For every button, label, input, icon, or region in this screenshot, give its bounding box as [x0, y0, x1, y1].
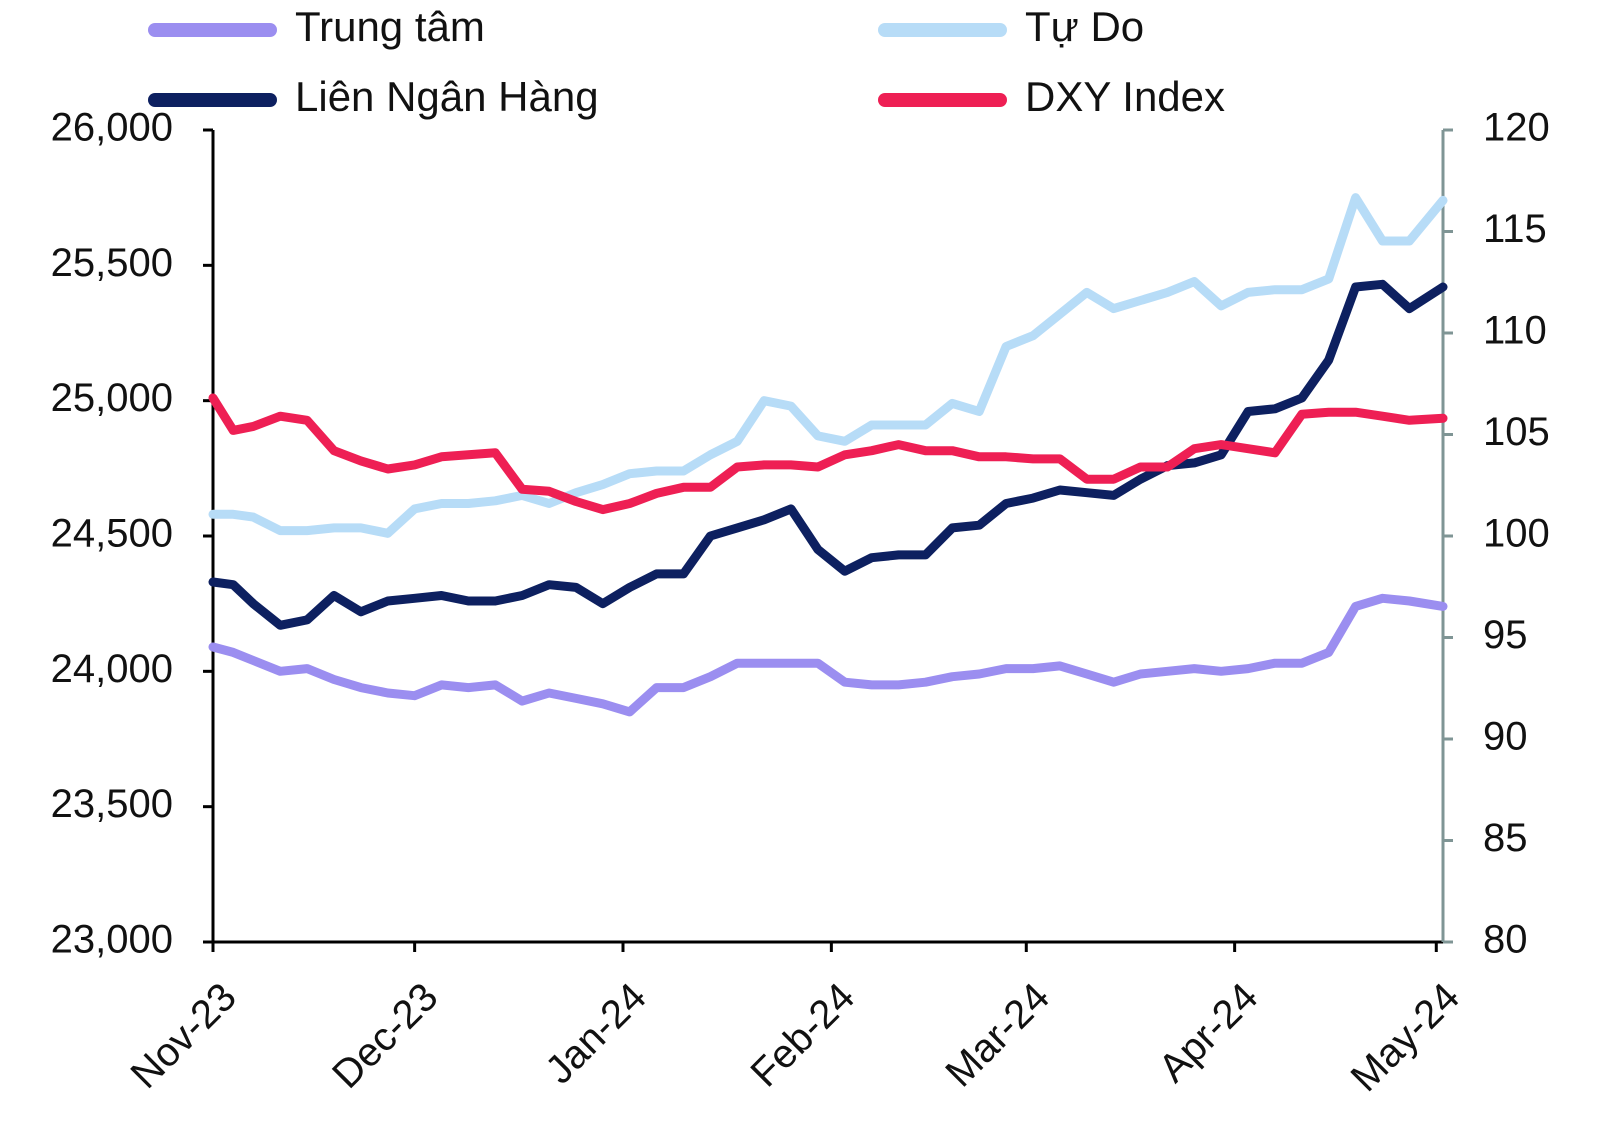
y2-tick-label: 105: [1483, 410, 1550, 454]
x-tick-label: Jan-24: [537, 975, 655, 1093]
legend-label: DXY Index: [1025, 73, 1225, 120]
y2-tick-label: 95: [1483, 613, 1528, 657]
y-tick-label: 25,500: [51, 241, 173, 285]
x-tick-label: Nov-23: [123, 975, 245, 1097]
legend-label: Liên Ngân Hàng: [295, 73, 599, 120]
y-tick-label: 24,500: [51, 512, 173, 556]
y2-tick-label: 110: [1483, 309, 1547, 353]
x-tick-label: Apr-24: [1150, 975, 1266, 1091]
y2-tick-label: 85: [1483, 816, 1528, 860]
series-line: [208, 279, 1448, 630]
legend-label: Tự Do: [1025, 3, 1144, 50]
y2-tick-label: 115: [1483, 207, 1547, 251]
series-line: [208, 193, 1448, 538]
y-tick-label: 23,500: [51, 782, 173, 826]
y2-tick-label: 80: [1483, 918, 1528, 962]
x-tick-label: Feb-24: [742, 975, 863, 1096]
y2-tick-label: 100: [1483, 512, 1550, 556]
x-tick-label: Dec-23: [324, 975, 446, 1097]
y2-tick-label: 90: [1483, 715, 1528, 759]
y-tick-label: 24,000: [51, 647, 173, 691]
x-tick-label: Mar-24: [937, 975, 1058, 1096]
y-tick-label: 23,000: [51, 918, 173, 962]
y-tick-label: 25,000: [51, 376, 173, 420]
series-line: [208, 593, 1448, 717]
y-tick-label: 26,000: [51, 106, 173, 150]
legend-label: Trung tâm: [295, 3, 485, 50]
y2-tick-label: 120: [1483, 106, 1550, 150]
series-line: [208, 393, 1448, 515]
x-tick-label: May-24: [1343, 975, 1468, 1100]
